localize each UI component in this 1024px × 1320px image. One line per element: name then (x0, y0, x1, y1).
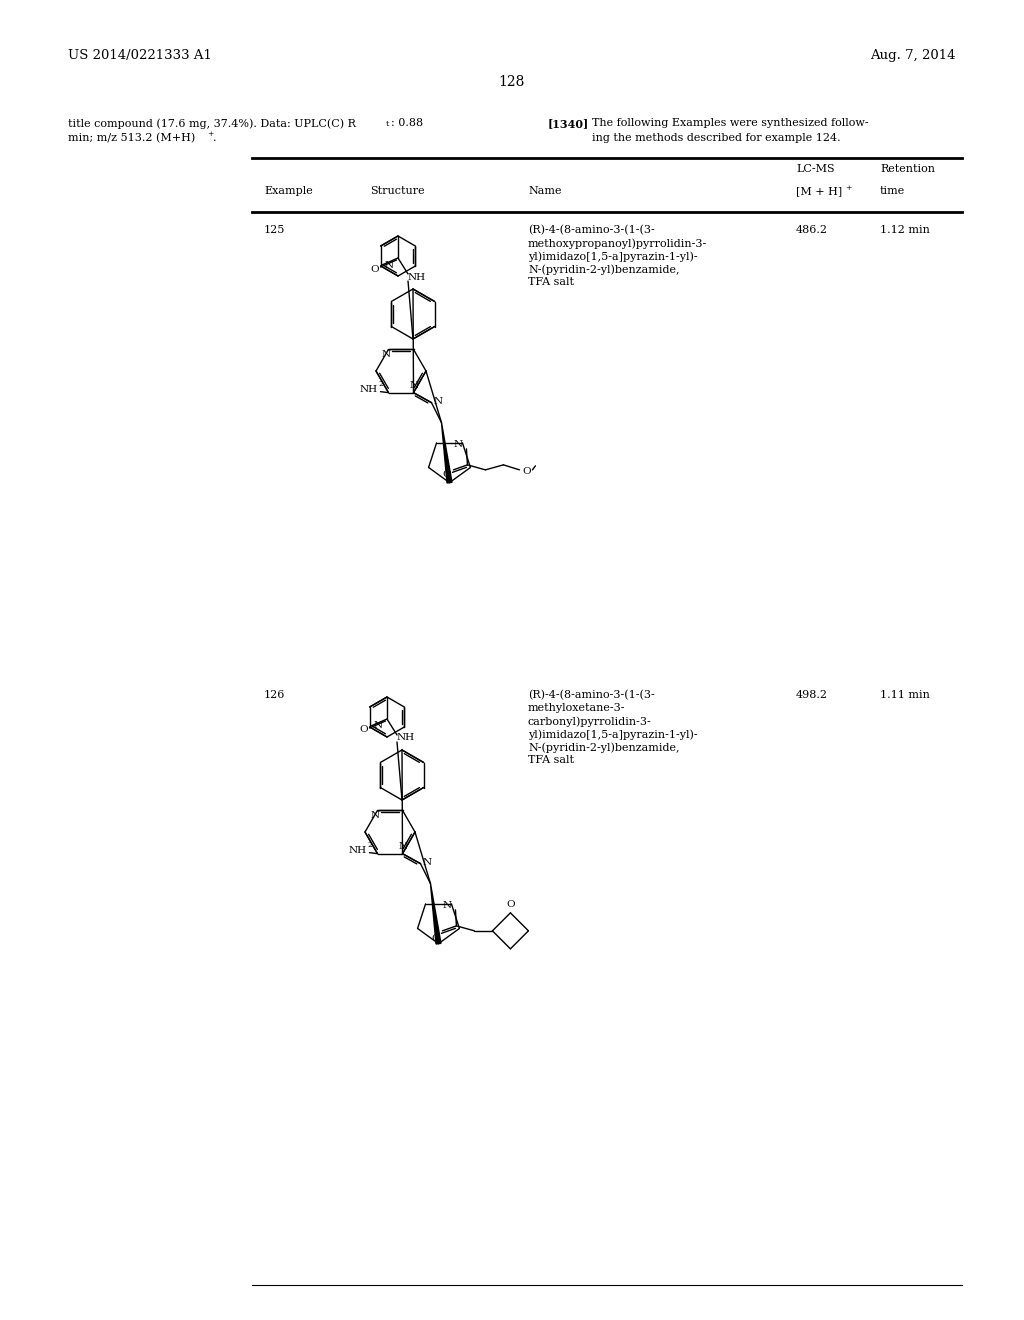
Text: N: N (442, 902, 452, 911)
Text: LC-MS: LC-MS (796, 164, 835, 174)
Text: NH: NH (408, 272, 426, 281)
Text: 1.11 min: 1.11 min (880, 690, 930, 700)
Text: N: N (382, 350, 391, 359)
Text: The following Examples were synthesized follow-: The following Examples were synthesized … (592, 117, 868, 128)
Text: 2: 2 (367, 841, 372, 849)
Text: time: time (880, 186, 905, 195)
Text: +: + (207, 129, 213, 139)
Text: : 0.88: : 0.88 (391, 117, 423, 128)
Text: N: N (374, 722, 383, 730)
Text: N-(pyridin-2-yl)benzamide,: N-(pyridin-2-yl)benzamide, (528, 264, 680, 275)
Text: 2: 2 (378, 380, 383, 388)
Text: US 2014/0221333 A1: US 2014/0221333 A1 (68, 49, 212, 62)
Text: 128: 128 (499, 75, 525, 88)
Text: yl)imidazo[1,5-a]pyrazin-1-yl)-: yl)imidazo[1,5-a]pyrazin-1-yl)- (528, 729, 697, 739)
Text: TFA salt: TFA salt (528, 755, 574, 766)
Text: NH: NH (397, 734, 415, 742)
Text: O: O (359, 726, 369, 734)
Text: Name: Name (528, 186, 561, 195)
Text: Example: Example (264, 186, 312, 195)
Text: min; m/z 513.2 (M+H): min; m/z 513.2 (M+H) (68, 133, 196, 144)
Text: [1340]: [1340] (548, 117, 589, 129)
Text: t: t (386, 120, 389, 128)
Text: Structure: Structure (370, 186, 425, 195)
Text: NH: NH (359, 385, 378, 395)
Text: Retention: Retention (880, 164, 935, 174)
Text: 126: 126 (264, 690, 286, 700)
Text: [M + H]: [M + H] (796, 186, 843, 195)
Text: .: . (213, 133, 216, 143)
Text: N: N (371, 810, 380, 820)
Text: O: O (506, 900, 515, 909)
Text: N: N (410, 381, 419, 391)
Text: TFA salt: TFA salt (528, 277, 574, 286)
Text: 486.2: 486.2 (796, 224, 828, 235)
Text: O: O (371, 264, 379, 273)
Text: O: O (442, 470, 451, 479)
Text: O: O (431, 935, 439, 944)
Polygon shape (441, 422, 452, 483)
Text: N: N (454, 441, 463, 449)
Text: +: + (845, 183, 851, 191)
Text: O: O (522, 467, 530, 477)
Text: carbonyl)pyrrolidin-3-: carbonyl)pyrrolidin-3- (528, 715, 651, 726)
Text: ing the methods described for example 124.: ing the methods described for example 12… (592, 133, 841, 143)
Text: N: N (385, 260, 394, 269)
Text: NH: NH (348, 846, 367, 855)
Text: (R)-4-(8-amino-3-(1-(3-: (R)-4-(8-amino-3-(1-(3- (528, 224, 654, 235)
Text: (R)-4-(8-amino-3-(1-(3-: (R)-4-(8-amino-3-(1-(3- (528, 690, 654, 701)
Polygon shape (430, 883, 441, 944)
Text: N-(pyridin-2-yl)benzamide,: N-(pyridin-2-yl)benzamide, (528, 742, 680, 752)
Text: N: N (399, 842, 408, 851)
Text: methyloxetane-3-: methyloxetane-3- (528, 704, 626, 713)
Text: 1.12 min: 1.12 min (880, 224, 930, 235)
Text: yl)imidazo[1,5-a]pyrazin-1-yl)-: yl)imidazo[1,5-a]pyrazin-1-yl)- (528, 251, 697, 261)
Text: 498.2: 498.2 (796, 690, 828, 700)
Text: title compound (17.6 mg, 37.4%). Data: UPLC(C) R: title compound (17.6 mg, 37.4%). Data: U… (68, 117, 356, 128)
Text: 125: 125 (264, 224, 286, 235)
Text: methoxypropanoyl)pyrrolidin-3-: methoxypropanoyl)pyrrolidin-3- (528, 238, 708, 248)
Text: Aug. 7, 2014: Aug. 7, 2014 (870, 49, 956, 62)
Text: N: N (434, 397, 443, 407)
Text: N: N (423, 858, 432, 867)
